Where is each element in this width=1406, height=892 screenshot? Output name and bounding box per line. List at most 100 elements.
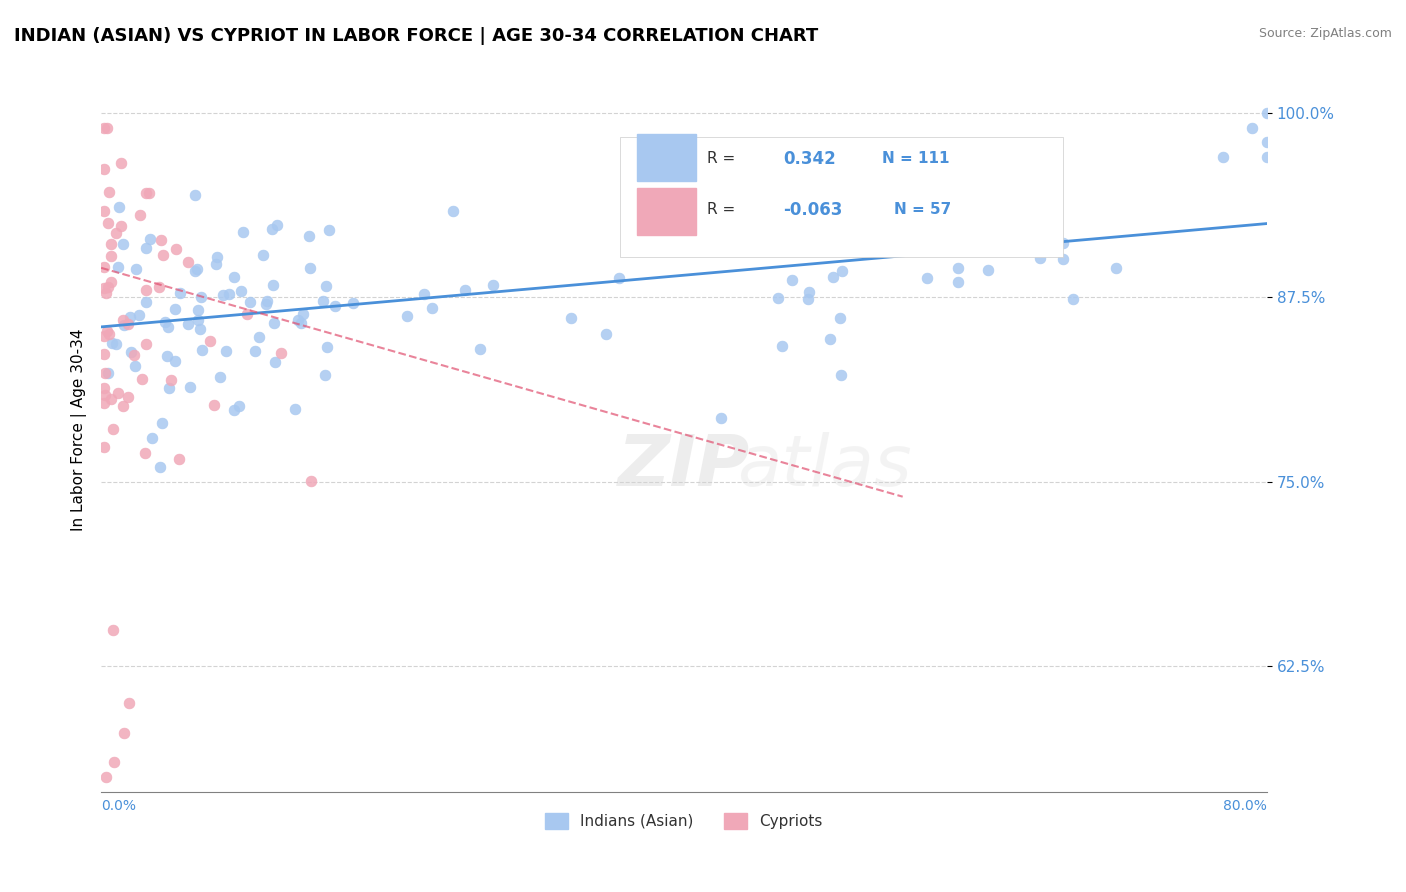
Point — [454, 284, 477, 298]
Point — [120, 345, 142, 359]
Point — [107, 200, 129, 214]
Point — [1105, 260, 1128, 275]
Point — [1256, 150, 1278, 164]
Point — [758, 235, 780, 250]
Point — [153, 315, 176, 329]
Point — [1062, 292, 1084, 306]
Point — [202, 398, 225, 412]
Point — [830, 368, 852, 383]
Point — [315, 278, 337, 293]
Point — [128, 308, 150, 322]
Point — [112, 313, 135, 327]
Point — [105, 226, 128, 240]
Point — [135, 186, 157, 200]
Point — [626, 226, 648, 240]
Point — [163, 302, 186, 317]
Point — [97, 186, 120, 200]
Point — [107, 386, 129, 401]
Point — [149, 234, 172, 248]
Point — [165, 242, 187, 256]
Point — [797, 292, 820, 306]
Point — [157, 381, 180, 395]
Point — [97, 217, 120, 231]
FancyBboxPatch shape — [620, 137, 1063, 257]
Point — [124, 359, 146, 373]
Point — [263, 317, 285, 331]
Point — [228, 399, 250, 413]
Point — [818, 332, 841, 346]
Point — [641, 211, 664, 226]
Point — [318, 222, 340, 236]
Point — [1052, 252, 1074, 266]
Point — [298, 260, 321, 275]
Text: R =: R = — [707, 152, 735, 167]
Point — [218, 287, 240, 301]
Point — [247, 330, 270, 344]
Text: 0.342: 0.342 — [783, 150, 837, 168]
Point — [122, 348, 145, 362]
Point — [152, 248, 174, 262]
Point — [117, 317, 139, 331]
Point — [107, 260, 129, 274]
Point — [325, 299, 347, 313]
Point — [215, 343, 238, 358]
Point — [112, 318, 135, 332]
Point — [125, 262, 148, 277]
Point — [120, 310, 142, 325]
Text: -0.063: -0.063 — [783, 201, 842, 219]
Point — [111, 399, 134, 413]
Text: 80.0%: 80.0% — [1223, 799, 1267, 814]
Point — [290, 316, 312, 330]
Point — [468, 342, 491, 356]
Point — [946, 275, 969, 289]
Point — [93, 329, 115, 343]
Point — [262, 222, 284, 236]
Point — [97, 279, 120, 293]
Point — [112, 726, 135, 740]
Point — [93, 441, 115, 455]
Point — [100, 249, 122, 263]
Point — [93, 366, 115, 380]
Point — [420, 301, 443, 315]
Point — [110, 156, 132, 170]
Point — [264, 355, 287, 369]
Point — [252, 248, 274, 262]
Point — [607, 271, 630, 285]
Point — [184, 264, 207, 278]
Point — [915, 271, 938, 285]
Point — [156, 320, 179, 334]
Point — [212, 288, 235, 302]
Point — [187, 313, 209, 327]
Point — [266, 218, 288, 232]
Point — [1028, 252, 1050, 266]
Point — [138, 186, 160, 201]
Point — [441, 203, 464, 218]
Point — [787, 222, 810, 236]
Text: Source: ZipAtlas.com: Source: ZipAtlas.com — [1258, 27, 1392, 40]
Point — [780, 273, 803, 287]
Point — [96, 285, 118, 300]
Point — [710, 410, 733, 425]
Text: R =: R = — [707, 202, 735, 217]
Point — [292, 307, 315, 321]
Point — [186, 261, 208, 276]
Point — [190, 290, 212, 304]
Point — [262, 278, 284, 293]
Point — [1241, 120, 1264, 135]
Point — [209, 369, 232, 384]
Point — [191, 343, 214, 357]
Point — [239, 294, 262, 309]
Point — [187, 303, 209, 318]
Point — [831, 264, 853, 278]
Point — [205, 250, 228, 264]
Point — [948, 260, 970, 275]
Point — [101, 623, 124, 637]
Text: N = 111: N = 111 — [883, 152, 950, 167]
Point — [169, 285, 191, 300]
Point — [97, 326, 120, 341]
Text: INDIAN (ASIAN) VS CYPRIOT IN LABOR FORCE | AGE 30-34 CORRELATION CHART: INDIAN (ASIAN) VS CYPRIOT IN LABOR FORCE… — [14, 27, 818, 45]
Point — [117, 697, 139, 711]
Point — [163, 353, 186, 368]
Point — [236, 306, 259, 320]
Point — [396, 309, 419, 323]
